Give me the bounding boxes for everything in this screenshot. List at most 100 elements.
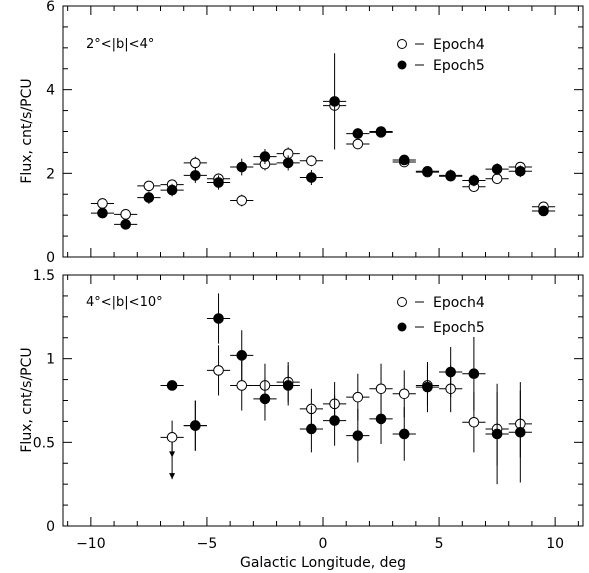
filled-circle-marker: [491, 428, 503, 440]
bottom-epoch5-point: [253, 377, 277, 421]
filled-circle-marker: [398, 154, 410, 166]
top-epoch5-point: [369, 127, 393, 138]
filled-circle-marker: [491, 163, 503, 175]
bottom-epoch5-point: [299, 405, 323, 453]
bottom-panel: −10 −5 0 5 10 0 0.5 1 1.5 4°<|b|<10° Flux, cnt/s…: [19, 268, 584, 552]
bottom-ylabel: Flux, cnt/s/PCU: [19, 347, 35, 452]
filled-circle-marker: [236, 350, 248, 361]
top-epoch5-point: [253, 149, 277, 165]
top-ytick-label: 4: [46, 83, 55, 99]
filled-circle-marker: [329, 415, 340, 426]
open-circle-marker: [398, 388, 410, 400]
bottom-epoch5-point: [160, 380, 184, 391]
bottom-epoch5-point: [230, 330, 254, 381]
x-tick-label: −5: [197, 536, 218, 552]
bottom-legend-epoch4: Epoch4: [433, 295, 485, 311]
open-circle-marker: [236, 380, 248, 391]
open-circle-marker: [352, 138, 364, 150]
top-epoch4-point: [114, 209, 138, 220]
open-circle-marker: [166, 432, 178, 443]
top-panel-series: [90, 53, 556, 230]
filled-circle-marker: [143, 192, 155, 203]
top-panel-ticks: 0 2 4 6: [46, 0, 583, 266]
bottom-epoch4-point: [206, 345, 231, 396]
bottom-epoch4-point: [160, 420, 184, 480]
top-epoch5-point: [276, 155, 300, 171]
bottom-epoch5-point: [508, 382, 532, 483]
top-epoch5-point: [183, 167, 207, 183]
filled-circle-marker: [375, 127, 387, 138]
filled-circle-marker: [282, 157, 294, 169]
bottom-panel-frame: [62, 274, 584, 527]
bottom-epoch5-point: [183, 400, 207, 451]
bottom-legend-epoch5: Epoch5: [433, 320, 485, 336]
bottom-epoch5-point: [439, 346, 463, 398]
bottom-ytick-label: 0.5: [33, 435, 55, 451]
bottom-panel-ticks: −10 −5 0 5 10 0 0.5 1 1.5: [33, 268, 583, 552]
top-epoch4-point: [485, 173, 509, 185]
filled-circle-marker: [468, 368, 480, 380]
bottom-epoch5-point: [462, 336, 486, 411]
filled-circle-marker: [445, 366, 456, 378]
filled-circle-marker: [120, 219, 131, 230]
bottom-epoch5-point: [369, 393, 393, 445]
top-ytick-label: 6: [46, 0, 55, 15]
bottom-epoch5-point: [346, 408, 370, 463]
top-epoch4-point: [137, 180, 161, 192]
top-epoch4-point: [346, 138, 370, 150]
filled-circle-marker: [538, 205, 549, 217]
top-epoch5-point: [346, 128, 370, 140]
filled-circle-marker: [515, 165, 526, 177]
x-axis-label: Galactic Longitude, deg: [240, 555, 406, 571]
bottom-panel-label: 4°<|b|<10°: [86, 295, 163, 310]
open-circle-marker: [375, 383, 387, 395]
filled-circle-marker: [306, 423, 317, 435]
top-legend-open-marker: [397, 39, 407, 49]
top-epoch5-point: [299, 169, 323, 186]
open-circle-marker: [306, 155, 317, 167]
upper-limit-arrow: [169, 473, 176, 480]
filled-circle-marker: [259, 151, 271, 162]
top-epoch5-point: [415, 165, 440, 177]
top-legend-epoch5: Epoch5: [433, 58, 485, 74]
open-circle-marker: [236, 195, 248, 206]
top-epoch5-point: [485, 163, 509, 176]
filled-circle-marker: [213, 177, 224, 188]
filled-circle-marker: [306, 172, 317, 183]
filled-circle-marker: [352, 430, 364, 441]
top-legend: Epoch4 Epoch5: [397, 37, 485, 74]
bottom-epoch5-point: [415, 362, 440, 413]
bottom-epoch5-point: [276, 365, 300, 406]
top-epoch5-point: [114, 219, 138, 230]
top-panel: 0 2 4 6 2°<|b|<4° Flux, cnt/s/PCU Epoch4 Ep…: [19, 0, 584, 266]
top-epoch5-point: [531, 205, 556, 217]
bottom-ytick-label: 1.5: [33, 268, 55, 284]
bottom-legend-open-marker: [397, 297, 407, 307]
top-legend-filled-marker: [397, 60, 407, 70]
filled-circle-marker: [236, 161, 248, 173]
bottom-epoch5-point: [206, 293, 231, 344]
x-tick-label: −10: [76, 536, 106, 552]
bottom-ytick-label: 0: [46, 519, 55, 535]
top-legend-epoch4: Epoch4: [433, 37, 485, 53]
bottom-panel-series: [160, 293, 532, 485]
open-circle-marker: [468, 416, 480, 428]
bottom-epoch5-point: [323, 395, 347, 446]
top-ytick-label: 0: [46, 250, 55, 266]
top-epoch5-point: [230, 158, 254, 176]
upper-limit-arrow: [169, 451, 176, 458]
open-circle-marker: [120, 209, 131, 220]
filled-circle-marker: [166, 184, 178, 196]
bottom-ytick-label: 1: [46, 352, 55, 368]
x-tick-label: 0: [319, 536, 328, 552]
bottom-legend: Epoch4 Epoch5: [397, 295, 485, 336]
open-circle-marker: [213, 365, 224, 376]
filled-circle-marker: [352, 128, 364, 139]
top-ytick-label: 2: [46, 166, 55, 182]
filled-circle-marker: [445, 170, 456, 181]
bottom-legend-filled-marker: [397, 322, 407, 332]
open-circle-marker: [190, 157, 201, 169]
filled-circle-marker: [398, 428, 410, 440]
top-epoch4-point: [90, 198, 115, 209]
top-epoch5-point: [160, 183, 184, 197]
